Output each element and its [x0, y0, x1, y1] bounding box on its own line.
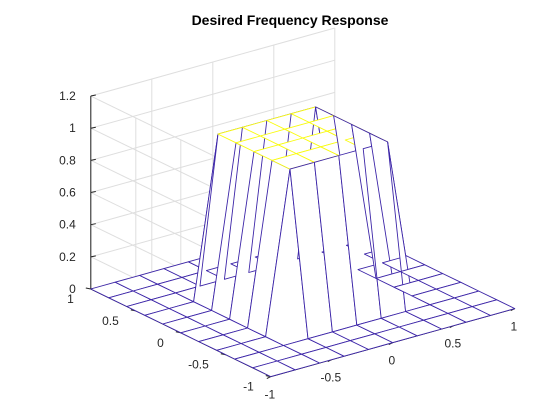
- back-wall-gridline-z: [90, 91, 335, 161]
- z-tick-label: 1: [69, 121, 76, 135]
- z-tick-label: 0.4: [59, 218, 76, 232]
- y-tick: [85, 287, 91, 290]
- surface-mesh: [90, 106, 516, 378]
- z-tick: [90, 223, 96, 226]
- z-tick-label: 0.2: [59, 250, 76, 264]
- y-tick-label: -0.5: [188, 358, 209, 372]
- z-tick: [90, 255, 96, 258]
- z-tick: [90, 94, 96, 97]
- z-tick-label: 0.8: [59, 153, 76, 167]
- x-tick-label: -0.5: [320, 371, 341, 385]
- z-tick-label: 0: [69, 282, 76, 296]
- chart-title: Desired Frequency Response: [192, 12, 389, 28]
- back-wall-gridline-z: [90, 27, 335, 97]
- z-tick-label: 1.2: [59, 89, 76, 103]
- mesh-cell: [471, 299, 516, 316]
- z-tick: [90, 191, 96, 194]
- z-tick: [90, 158, 96, 161]
- y-tick-label: -1: [243, 380, 254, 394]
- y-tick-label: 0: [157, 336, 164, 350]
- x-tick-label: -1: [264, 388, 275, 402]
- x-tick-label: 0.5: [444, 337, 461, 351]
- x-tick-label: 0: [388, 354, 395, 368]
- y-tick-label: 1: [67, 292, 74, 306]
- z-tick-label: 0.6: [59, 186, 76, 200]
- x-tick-label: 1: [510, 320, 517, 334]
- z-tick: [90, 126, 96, 129]
- back-wall-gridline-z: [90, 59, 335, 129]
- y-tick-label: 0.5: [102, 314, 119, 328]
